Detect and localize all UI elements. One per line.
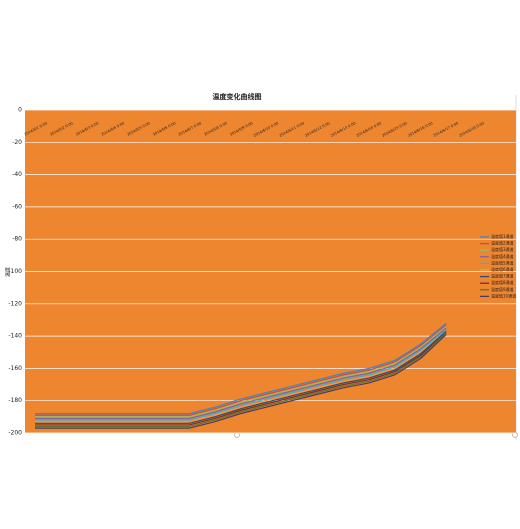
legend-label: 温度值6通道 <box>491 266 514 272</box>
legend-label: 温度值10通道 <box>491 292 516 298</box>
series-line <box>35 327 447 420</box>
y-tick-label: -60 <box>12 203 22 210</box>
legend-label: 温度值8通道 <box>491 279 514 285</box>
legend-label: 温度值4通道 <box>491 253 514 259</box>
y-tick-label: -20 <box>12 139 22 146</box>
chart-title: 温度变化曲线图 <box>213 92 262 101</box>
y-tick-label: -120 <box>8 300 22 307</box>
series-line <box>35 322 447 415</box>
series-line <box>35 325 447 418</box>
y-tick-label: -160 <box>8 365 22 372</box>
y-tick-label: -100 <box>8 268 22 275</box>
series-line <box>35 332 447 428</box>
y-axis-label: 温度 <box>5 267 12 277</box>
y-tick-label: 0 <box>18 107 22 114</box>
y-tick-label: -180 <box>8 397 22 404</box>
series-line <box>35 330 447 424</box>
legend-label: 温度值1通道 <box>491 233 514 239</box>
legend-label: 温度值5通道 <box>491 259 514 265</box>
series-line <box>35 329 447 421</box>
legend-label: 温度值2通道 <box>491 240 514 246</box>
series-line <box>35 332 447 426</box>
series-line <box>35 330 447 423</box>
series-line <box>35 334 447 429</box>
y-tick-label: -80 <box>12 236 22 243</box>
legend-label: 温度值9通道 <box>491 286 514 292</box>
legend-label: 温度值3通道 <box>491 246 514 252</box>
series-line <box>35 324 447 416</box>
y-tick-label: -40 <box>12 171 22 178</box>
y-tick-label: -140 <box>8 333 22 340</box>
legend-label: 温度值7通道 <box>491 273 514 279</box>
y-tick-label: -200 <box>8 430 22 437</box>
